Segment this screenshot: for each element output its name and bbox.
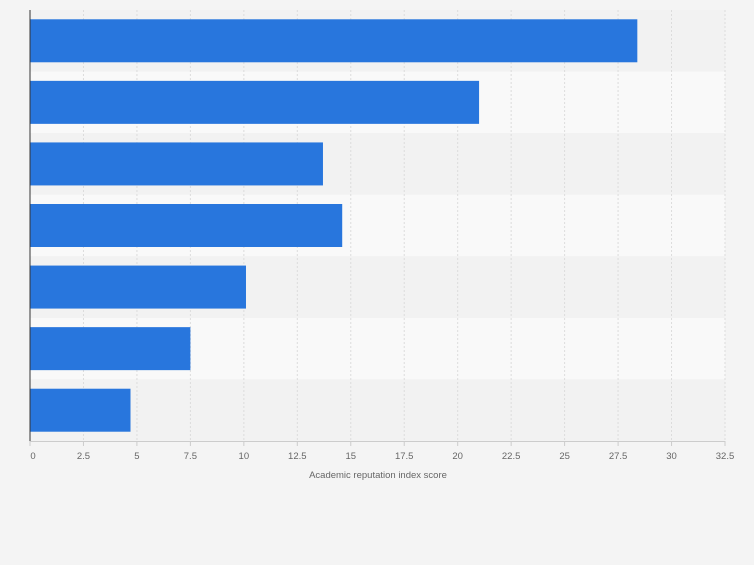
x-tick-label: 27.5 — [609, 451, 628, 462]
bar — [30, 265, 246, 309]
bar — [30, 19, 638, 63]
row-band — [30, 379, 725, 441]
x-tick-label: 20 — [452, 451, 463, 462]
x-tick-label: 2.5 — [77, 451, 90, 462]
x-tick-label: 7.5 — [184, 451, 197, 462]
x-tick-label: 32.5 — [716, 451, 735, 462]
x-tick-label: 30 — [666, 451, 677, 462]
x-tick-labels: 0 2.5 5 7.5 10 12.5 15 17.5 20 22.5 25 27.5 30 32.5 — [30, 451, 734, 462]
bar — [30, 327, 191, 371]
x-tick-label: 17.5 — [395, 451, 414, 462]
x-tick-label: 5 — [134, 451, 139, 462]
bar — [30, 142, 323, 186]
x-tick-label: 22.5 — [502, 451, 521, 462]
x-tick-label: 25 — [559, 451, 570, 462]
bars — [30, 19, 638, 432]
x-tick-label: 15 — [345, 451, 356, 462]
x-axis-label: Academic reputation index score — [309, 470, 447, 481]
x-tick-label: 10 — [239, 451, 250, 462]
bar — [30, 388, 131, 432]
bar — [30, 204, 343, 247]
x-tick-label: 0 — [30, 451, 35, 462]
x-tick-label: 12.5 — [288, 451, 307, 462]
axes — [29, 10, 726, 446]
bar — [30, 80, 480, 124]
